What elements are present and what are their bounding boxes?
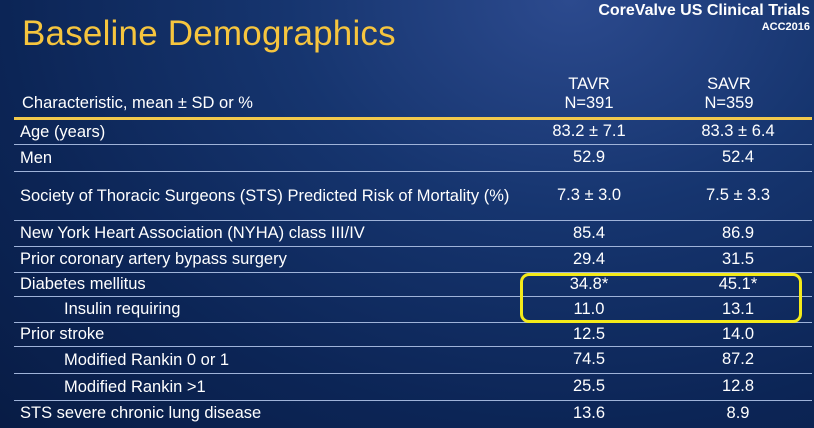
row-label: Modified Rankin 0 or 1 (14, 346, 514, 374)
header-savr-name: SAVR (707, 75, 751, 93)
table-row: STS severe chronic lung disease 13.6 8.9 (14, 400, 812, 426)
table-row: Men 52.9 52.4 (14, 144, 812, 172)
savr-value: 45.1* (664, 272, 812, 297)
row-label: STS severe chronic lung disease (20, 404, 262, 423)
row-label: Age (years) (14, 120, 514, 145)
tavr-value: 13.6 (572, 403, 606, 422)
diabetes-highlight-box (520, 273, 802, 323)
header-savr-n: N=359 (704, 94, 754, 112)
row-label: Society of Thoracic Surgeons (STS) Predi… (14, 171, 514, 221)
table-row: Modified Rankin 0 or 1 74.5 87.2 (14, 346, 812, 374)
brand-event: ACC2016 (761, 21, 810, 33)
table-row: Modified Rankin >1 25.5 12.8 (14, 373, 812, 401)
table-row: Age (years) 83.2 ± 7.1 83.3 ± 6.4 (14, 120, 812, 145)
row-label: Diabetes mellitus (14, 272, 514, 297)
tavr-value: 29.4 (514, 246, 664, 273)
tavr-value: 12.5 (514, 322, 664, 347)
slide-title: Baseline Demographics (22, 14, 396, 53)
savr-value: 31.5 (664, 246, 812, 273)
savr-value: 52.4 (664, 144, 812, 172)
tavr-value: 74.5 (514, 346, 664, 374)
savr-value: 86.9 (664, 220, 812, 247)
table-row: Society of Thoracic Surgeons (STS) Predi… (14, 171, 812, 221)
row-label: Prior coronary artery bypass surgery (14, 246, 514, 273)
tavr-value: 52.9 (514, 144, 664, 172)
row-label: Modified Rankin >1 (14, 373, 514, 401)
tavr-value: 7.3 ± 3.0 (514, 171, 664, 221)
row-label: Prior stroke (14, 322, 514, 347)
savr-value: 8.9 (726, 403, 750, 422)
row-label: Insulin requiring (14, 296, 514, 323)
header-tavr: TAVR N=391 (514, 75, 664, 113)
table-row: Prior coronary artery bypass surgery 29.… (14, 246, 812, 273)
tavr-value: 83.2 ± 7.1 (514, 120, 664, 145)
table-row: New York Heart Association (NYHA) class … (14, 220, 812, 247)
table-header: Characteristic, mean ± SD or % TAVR N=39… (0, 74, 814, 118)
header-tavr-n: N=391 (564, 94, 614, 112)
header-characteristic: Characteristic, mean ± SD or % (22, 94, 253, 112)
tavr-value: 11.0 (514, 296, 664, 323)
savr-value: 7.5 ± 3.3 (664, 171, 812, 221)
savr-value: 87.2 (664, 346, 812, 374)
demographics-table: Age (years) 83.2 ± 7.1 83.3 ± 6.4 Men 52… (14, 120, 812, 426)
tavr-value: 85.4 (514, 220, 664, 247)
savr-value: 83.3 ± 6.4 (664, 120, 812, 145)
header-rule (14, 117, 812, 120)
row-label: Men (14, 144, 514, 172)
brand-name: CoreValve US Clinical Trials (598, 2, 810, 19)
table-row: Diabetes mellitus 34.8* 45.1* (14, 272, 812, 297)
brand-block: CoreValve US Clinical Trials ACC2016 (598, 2, 810, 33)
savr-value: 12.8 (664, 373, 812, 401)
table-row: Insulin requiring 11.0 13.1 (14, 296, 812, 323)
tavr-value: 25.5 (514, 373, 664, 401)
tavr-value: 34.8* (514, 272, 664, 297)
row-label: New York Heart Association (NYHA) class … (14, 220, 514, 247)
table-row: Prior stroke 12.5 14.0 (14, 322, 812, 347)
header-savr: SAVR N=359 (654, 75, 804, 113)
savr-value: 14.0 (664, 322, 812, 347)
header-tavr-name: TAVR (568, 75, 610, 93)
